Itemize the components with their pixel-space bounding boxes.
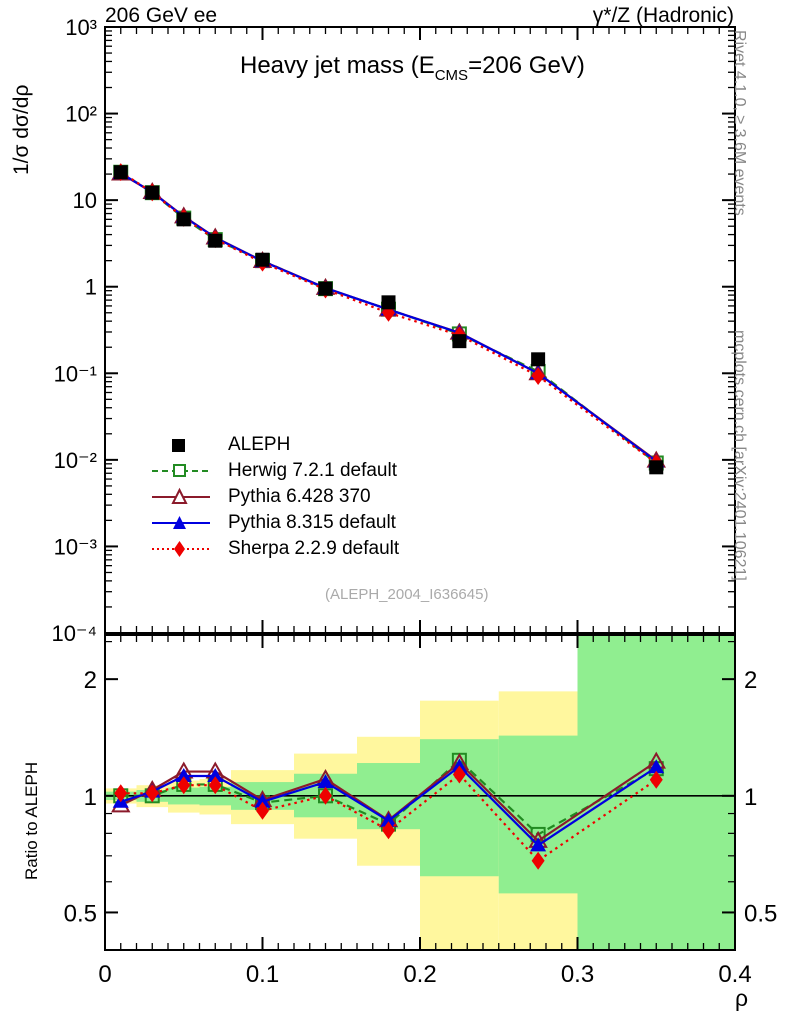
plot-title-pre: Heavy jet mass (E [240,52,435,79]
data-point-marker [175,767,192,782]
legend-swatch-sherpa [152,541,210,557]
plot-title-post: =206 GeV) [468,52,585,79]
x-axis-tick-label: 0.4 [718,961,751,988]
legend-item-pythia8[interactable]: Pythia 8.315 default [150,510,399,536]
legend-label-sherpa: Sherpa 2.2.9 default [228,538,400,559]
data-point-marker [319,786,332,805]
data-point-marker [380,812,397,827]
data-point-marker [530,837,547,852]
main-ytick-label: 10³ [65,15,97,40]
legend-swatch-pythia6 [152,487,210,504]
data-point-marker [531,851,545,870]
series-aleph-main [113,165,664,475]
ratio-ytick-label-right: 0.5 [744,900,777,927]
data-point-marker [145,784,159,803]
main-ytick-label: 10² [65,102,97,127]
side-label-mcplots: mcplots.cern.ch [arXiv:2401.10621] [731,330,748,581]
legend-label-pythia8: Pythia 8.315 default [228,512,396,533]
ratio-ytick-label: 1 [84,784,97,811]
main-ytick-label: 10⁻¹ [54,361,97,386]
data-point-marker [113,165,128,180]
legend-item-sherpa[interactable]: Sherpa 2.2.9 default [150,536,399,562]
series-line [120,171,657,464]
legend-label-pythia6: Pythia 6.428 370 [228,486,371,507]
ratio-series-line [120,758,657,836]
series-line [120,172,657,463]
main-y-axis-label: 1/σ dσ/dρ [10,84,33,175]
main-ytick-label: 1 [85,275,97,300]
x-axis-tick-label: 0.2 [403,961,436,988]
ratio-ytick-label-right: 1 [744,784,757,811]
data-point-marker [255,252,270,267]
data-point-marker [531,367,545,386]
data-point-marker [382,821,395,840]
legend-label-aleph: ALEPH [228,434,291,455]
ratio-series-pythia [112,758,665,852]
ratio-series-line [120,765,657,847]
header-right-label: γ*/Z (Hadronic) [592,4,734,27]
x-axis-tick-label: 0 [98,961,111,988]
data-point-marker [381,295,396,310]
main-ytick-label: 10⁻³ [54,534,97,559]
data-point-marker [531,352,546,367]
ratio-ytick-label-right: 2 [744,667,757,694]
data-point-marker [176,212,191,227]
ratio-y-axis-label: Ratio to ALEPH [22,761,41,880]
legend-swatch-aleph [172,439,185,452]
x-axis-label: ρ [735,985,749,1011]
side-label-rivet: Rivet 4.1.0, ≥ 3.6M events [731,30,748,216]
plot-title-subscript: CMS [434,67,469,84]
legend-item-herwig[interactable]: Herwig 7.2.1 default [150,458,399,484]
ratio-uncertainty-bands [105,635,735,950]
band-green [577,635,735,950]
legend-item-aleph[interactable]: ALEPH [150,432,399,458]
data-point-marker [254,793,271,808]
legend-label-herwig: Herwig 7.2.1 default [228,460,397,481]
data-point-marker [452,765,466,784]
ratio-ytick-label: 0.5 [64,900,97,927]
ratio-series-sherpa [114,765,663,870]
data-point-marker [317,774,334,789]
data-point-marker [318,281,333,296]
data-point-marker [649,460,664,475]
data-point-marker [648,759,665,774]
ratio-ytick-label: 2 [84,667,97,694]
legend-swatch-pythia8 [152,516,210,529]
data-point-marker [208,233,223,248]
x-axis-tick-label: 0.3 [561,961,594,988]
main-ytick-label: 10 [73,188,97,213]
x-axis-tick-label: 0.1 [246,961,279,988]
data-point-marker [177,776,191,795]
main-ytick-label: 10⁻² [54,448,97,473]
data-point-marker [207,767,224,782]
data-point-marker [114,784,128,803]
data-point-marker [452,334,467,349]
ratio-series-line [120,772,657,863]
legend-item-pythia6[interactable]: Pythia 6.428 370 [150,484,399,510]
main-ytick-label: 10⁻⁴ [51,621,97,646]
data-point-marker [208,776,222,795]
data-point-marker [649,770,663,789]
legend: ALEPH Herwig 7.2.1 default Pythia 6.428 … [150,432,399,562]
plot-title: Heavy jet mass (ECMS=206 GeV) [240,52,585,84]
data-point-marker [145,185,160,200]
header-left-label: 206 GeV ee [105,4,218,27]
data-point-marker [256,801,269,820]
series-sherpa-main [114,163,663,472]
dataset-watermark: (ALEPH_2004_I636645) [325,586,489,603]
ratio-series-line [120,760,657,843]
legend-swatch-herwig [152,464,210,477]
